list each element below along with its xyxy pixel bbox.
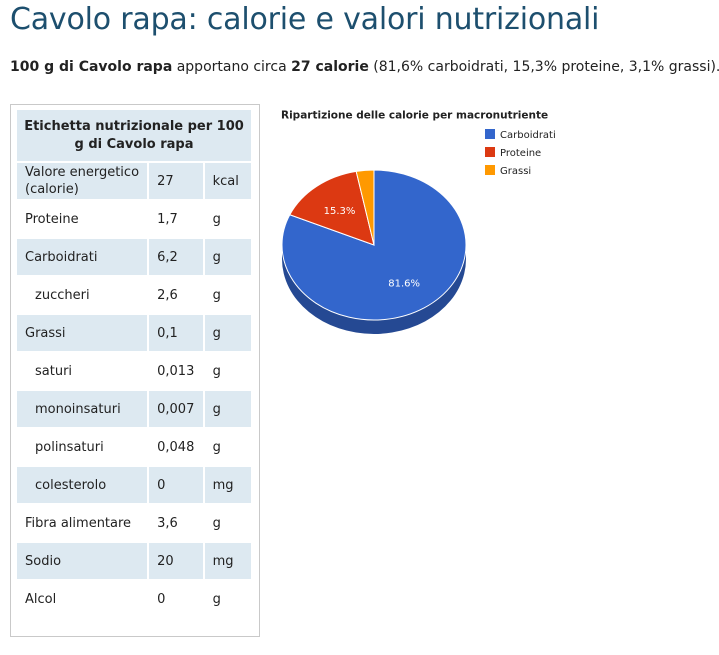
nutrient-value: 0: [149, 581, 203, 617]
legend-label-grassi: Grassi: [500, 166, 531, 177]
intro-verb: apportano circa: [172, 59, 292, 75]
nutrient-unit: g: [204, 353, 251, 389]
nutrient-name: Fibra alimentare: [17, 505, 148, 541]
nutrition-row: zuccheri 2,6 g: [17, 277, 251, 313]
nutrition-label: Etichetta nutrizionale per 100 g di Cavo…: [10, 104, 260, 637]
nutrient-value: 0,013: [149, 353, 203, 389]
nutrition-row: polinsaturi 0,048 g: [17, 429, 251, 465]
page-title: Cavolo rapa: calorie e valori nutriziona…: [10, 2, 600, 37]
nutrient-value: 6,2: [149, 239, 203, 275]
nutrition-table-header: Etichetta nutrizionale per 100 g di Cavo…: [17, 110, 251, 161]
nutrition-row: Sodio 20 mg: [17, 543, 251, 579]
nutrient-name: zuccheri: [17, 277, 148, 313]
nutrient-unit: g: [204, 239, 251, 275]
nutrient-name: Proteine: [17, 201, 148, 237]
intro-food-amount: 100 g di Cavolo rapa: [10, 59, 173, 75]
nutrient-unit: g: [204, 315, 251, 351]
pie-data-label: 81.6%: [388, 279, 420, 290]
nutrient-name: polinsaturi: [17, 429, 148, 465]
nutrient-name: Carboidrati: [17, 239, 148, 275]
nutrient-unit: mg: [204, 467, 251, 503]
nutrient-unit: g: [204, 391, 251, 427]
nutrient-value: 0,048: [149, 429, 203, 465]
nutrient-name: saturi: [17, 353, 148, 389]
nutrition-row: saturi 0,013 g: [17, 353, 251, 389]
pie-chart-svg: Ripartizione delle calorie per macronutr…: [281, 110, 556, 334]
nutrient-name: Valore energetico (calorie): [17, 163, 148, 199]
pie-slices: 81.6% 15.3%: [281, 169, 467, 334]
nutrient-value: 27: [149, 163, 203, 199]
pie-slice-side-carboidrati: [282, 245, 466, 334]
nutrient-unit: g: [204, 581, 251, 617]
nutrition-row: Proteine 1,7 g: [17, 201, 251, 237]
nutrient-value: 20: [149, 543, 203, 579]
nutrition-row: Grassi 0,1 g: [17, 315, 251, 351]
nutrition-table: Etichetta nutrizionale per 100 g di Cavo…: [15, 108, 253, 619]
nutrient-value: 0,007: [149, 391, 203, 427]
nutrient-name: colesterolo: [17, 467, 148, 503]
nutrition-row: Fibra alimentare 3,6 g: [17, 505, 251, 541]
intro-breakdown: (81,6% carboidrati, 15,3% proteine, 3,1%…: [368, 59, 719, 75]
chart-legend: Carboidrati Proteine Grassi: [485, 129, 556, 177]
pie-data-label: 15.3%: [324, 206, 356, 217]
nutrition-row: Carboidrati 6,2 g: [17, 239, 251, 275]
legend-swatch-carboidrati: [485, 129, 495, 139]
nutrition-row: Valore energetico (calorie) 27 kcal: [17, 163, 251, 199]
intro-summary: 100 g di Cavolo rapa apportano circa 27 …: [10, 59, 719, 75]
nutrition-table-body: Valore energetico (calorie) 27 kcal Protein…: [17, 163, 251, 617]
pie-slice-proteine: [289, 170, 375, 246]
nutrient-name: Alcol: [17, 581, 148, 617]
nutrition-row: monoinsaturi 0,007 g: [17, 391, 251, 427]
nutrient-unit: kcal: [204, 163, 251, 199]
nutrient-value: 1,7: [149, 201, 203, 237]
nutrient-unit: mg: [204, 543, 251, 579]
nutrient-value: 3,6: [149, 505, 203, 541]
nutrient-value: 0: [149, 467, 203, 503]
pie-slice-carboidrati: [281, 169, 467, 321]
nutrient-name: monoinsaturi: [17, 391, 148, 427]
nutrient-unit: g: [204, 429, 251, 465]
nutrient-name: Grassi: [17, 315, 148, 351]
nutrient-unit: g: [204, 505, 251, 541]
chart-title: Ripartizione delle calorie per macronutr…: [281, 110, 548, 122]
nutrient-name: Sodio: [17, 543, 148, 579]
nutrition-row: colesterolo 0 mg: [17, 467, 251, 503]
legend-swatch-grassi: [485, 165, 495, 175]
legend-label-proteine: Proteine: [500, 148, 541, 159]
nutrient-unit: g: [204, 201, 251, 237]
legend-swatch-proteine: [485, 147, 495, 157]
nutrition-row: Alcol 0 g: [17, 581, 251, 617]
nutrient-value: 0,1: [149, 315, 203, 351]
nutrient-unit: g: [204, 277, 251, 313]
legend-label-carboidrati: Carboidrati: [500, 130, 556, 141]
nutrient-value: 2,6: [149, 277, 203, 313]
pie-slice-grassi: [355, 169, 375, 246]
macronutrient-pie-chart: Ripartizione delle calorie per macronutr…: [274, 104, 564, 344]
intro-calories: 27 calorie: [291, 59, 369, 75]
